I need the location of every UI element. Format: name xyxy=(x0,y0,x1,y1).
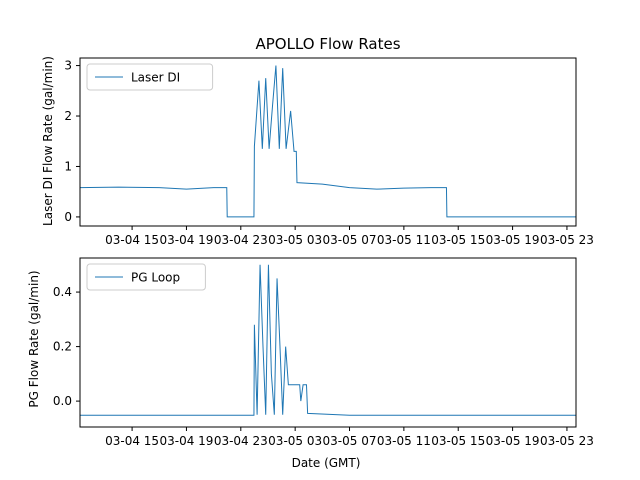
x-tick-label: 03-04 23 xyxy=(214,434,268,448)
y-tick-label: 1 xyxy=(64,159,72,173)
x-tick-label: 03-05 03 xyxy=(268,434,322,448)
axes-frame xyxy=(79,257,577,428)
bottom-plot: 03-04 15 03-04 19 03-04 23 03-05 03 03-05 07… xyxy=(53,257,594,448)
x-tick-label: 03-05 23 xyxy=(540,434,594,448)
y-tick-label: 0.2 xyxy=(53,340,72,354)
x-tick-label: 03-04 15 xyxy=(105,434,159,448)
y-tick-label: 2 xyxy=(64,109,72,123)
x-tick-label: 03-04 19 xyxy=(159,233,213,247)
x-tick-label: 03-04 19 xyxy=(159,434,213,448)
x-tick-label: 03-05 15 xyxy=(431,233,485,247)
x-tick-label: 03-05 19 xyxy=(486,233,540,247)
axes-frame xyxy=(79,57,577,227)
series-line-pg-loop xyxy=(80,264,576,416)
x-tick-label: 03-05 15 xyxy=(431,434,485,448)
x-axis-label: Date (GMT) xyxy=(292,456,361,470)
legend-label: PG Loop xyxy=(131,271,180,285)
x-tick-label: 03-05 23 xyxy=(540,233,594,247)
x-tick-label: 03-05 07 xyxy=(323,233,377,247)
top-y-axis-label: Laser DI Flow Rate (gal/min) xyxy=(41,56,55,226)
x-tick-label: 03-05 07 xyxy=(323,434,377,448)
top-plot: 03-04 15 03-04 19 03-04 23 03-05 03 03-05 07… xyxy=(64,57,594,247)
x-tick-label: 03-04 15 xyxy=(105,233,159,247)
x-tick-label: 03-05 03 xyxy=(268,233,322,247)
bottom-y-axis-label: PG Flow Rate (gal/min) xyxy=(27,270,41,407)
y-tick-label: 0.0 xyxy=(53,394,72,408)
y-tick-label: 0 xyxy=(64,210,72,224)
y-tick-label: 3 xyxy=(64,59,72,73)
legend: PG Loop xyxy=(86,263,206,291)
x-tick-label: 03-05 11 xyxy=(377,233,431,247)
chart-title: APOLLO Flow Rates xyxy=(255,35,400,53)
x-tick-label: 03-05 11 xyxy=(377,434,431,448)
x-tick-label: 03-04 23 xyxy=(214,233,268,247)
series-line-laser-di xyxy=(80,65,576,218)
legend-label: Laser DI xyxy=(131,71,180,85)
legend: Laser DI xyxy=(86,63,214,91)
y-tick-label: 0.4 xyxy=(53,285,72,299)
x-tick-label: 03-05 19 xyxy=(486,434,540,448)
